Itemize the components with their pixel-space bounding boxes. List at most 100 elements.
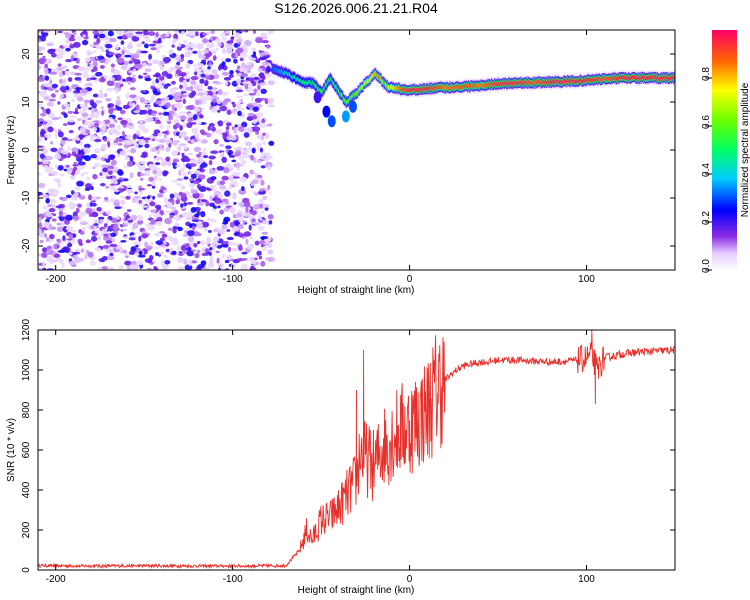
noise-cell [197,174,206,180]
noise-cell [119,109,126,114]
noise-cell [89,113,95,119]
noise-cell [205,200,210,207]
noise-cell [40,112,47,117]
noise-cell [201,98,207,103]
noise-cell [151,80,156,87]
noise-cell [87,121,94,124]
noise-cell [195,99,200,106]
noise-cell [73,111,79,115]
noise-cell [245,41,252,45]
noise-cell [236,107,245,111]
noise-cell [143,30,149,36]
noise-cell [73,194,77,199]
noise-cell [165,248,171,253]
noise-cell [202,38,208,44]
noise-cell [230,263,236,269]
noise-cell [237,110,242,117]
noise-cell [252,191,258,194]
noise-cell [56,179,62,184]
noise-cell [111,159,117,166]
noise-cell [86,78,90,82]
noise-cell [178,253,184,256]
noise-cell [121,178,129,182]
noise-cell [157,44,163,49]
ridge-core [376,74,378,79]
noise-cell [98,120,106,125]
noise-cell [261,140,267,146]
noise-cell [221,224,228,230]
noise-cell [104,196,109,201]
noise-cell [57,183,62,188]
noise-cell [172,141,178,146]
noise-cell [211,49,217,55]
noise-cell [237,154,245,161]
noise-cell [175,199,180,205]
noise-cell [156,150,161,155]
noise-cell [117,143,123,146]
noise-cell [132,74,137,78]
noise-cell [225,126,230,130]
noise-cell [161,264,169,269]
ridge-core [523,82,525,86]
noise-cell [153,212,162,218]
noise-cell [157,193,164,198]
noise-cell [38,145,44,149]
noise-cell [209,255,215,259]
noise-cell [74,257,83,263]
noise-cell [255,37,263,44]
noise-cell [219,202,227,206]
ridge-core [604,76,606,80]
noise-cell [116,55,120,59]
noise-cell [90,200,96,203]
noise-cell [85,129,90,134]
noise-cell [139,177,144,181]
noise-cell [159,123,164,130]
noise-cell [110,232,117,237]
ridge-core [610,76,613,81]
noise-cell [229,185,234,188]
noise-cell [109,243,118,248]
ridge-core [596,76,598,81]
noise-cell [98,77,107,83]
ridge-core [637,74,639,79]
noise-cell [209,247,213,251]
noise-cell [186,33,192,37]
noise-cell [210,176,217,181]
noise-cell [191,260,198,264]
noise-cell [205,69,212,72]
ridge-core [565,78,567,83]
noise-cell [77,163,86,170]
noise-cell [267,104,275,108]
noise-cell [46,245,52,250]
ridge-core [597,76,600,81]
noise-cell [93,225,98,230]
noise-cell [72,215,80,221]
noise-cell [113,225,119,232]
noise-cell [194,170,201,175]
noise-cell [199,157,204,164]
noise-cell [138,140,147,146]
noise-cell [127,80,131,86]
ridge-core [570,80,572,85]
noise-cell [267,123,273,127]
noise-cell [200,162,208,168]
noise-cell [252,51,257,57]
noise-cell [121,217,125,221]
noise-cell [246,65,252,70]
noise-cell [128,122,134,126]
noise-cell [38,64,41,71]
noise-cell [154,233,160,237]
noise-cell [244,83,249,90]
noise-cell [171,80,176,85]
ridge-core [630,76,632,81]
ridge-core [482,83,484,88]
noise-cell [114,199,120,204]
ridge-core [583,78,585,83]
noise-cell [144,117,148,124]
noise-cell [68,233,74,239]
noise-cell [182,98,186,105]
noise-cell [84,102,88,107]
noise-cell [83,143,91,149]
noise-cell [57,101,61,105]
noise-cell [139,97,145,103]
